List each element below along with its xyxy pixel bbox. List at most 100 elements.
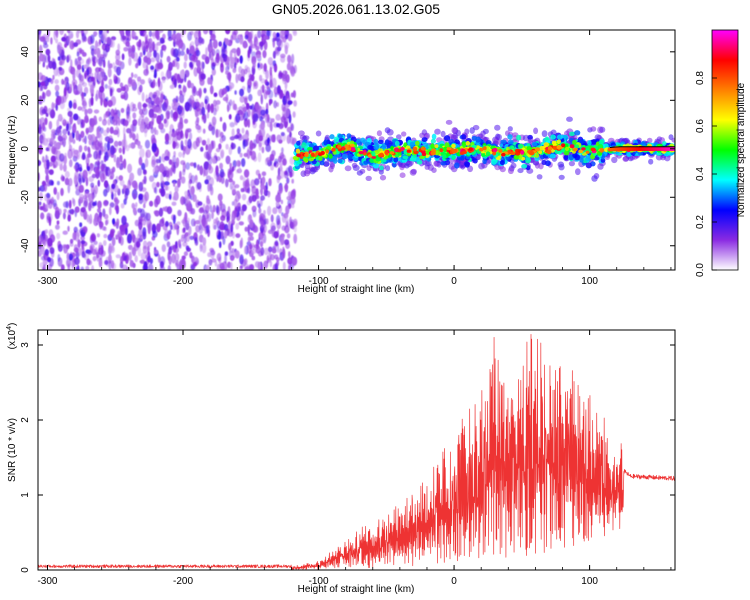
noise-cell: [41, 156, 45, 163]
noise-cell: [190, 185, 195, 195]
signal-cell: [379, 152, 384, 157]
signal-cell: [622, 156, 630, 162]
noise-cell: [253, 107, 257, 115]
signal-cell: [472, 158, 478, 164]
noise-cell: [139, 148, 145, 159]
noise-cell: [273, 162, 277, 167]
noise-cell: [116, 66, 121, 76]
noise-cell: [111, 183, 116, 190]
noise-cell: [255, 54, 262, 59]
signal-cell: [500, 139, 507, 145]
noise-cell: [63, 201, 69, 208]
noise-cell: [183, 73, 187, 83]
signal-cell: [568, 160, 576, 167]
noise-cell: [60, 187, 64, 197]
noise-cell: [243, 152, 249, 158]
noise-cell: [103, 226, 107, 232]
signal-cell: [534, 147, 541, 152]
noise-cell: [138, 39, 142, 48]
noise-cell: [265, 113, 270, 124]
noise-cell: [284, 171, 289, 179]
noise-cell: [202, 224, 206, 231]
noise-cell: [250, 179, 256, 189]
noise-cell: [258, 203, 261, 209]
noise-cell: [202, 128, 206, 134]
noise-cell: [55, 98, 59, 105]
noise-cell: [132, 133, 136, 141]
noise-cell: [149, 79, 154, 88]
noise-cell: [81, 52, 87, 57]
noise-cell: [211, 209, 214, 220]
noise-cell: [260, 78, 266, 84]
noise-cell: [201, 243, 207, 254]
noise-cell: [267, 205, 272, 216]
noise-cell: [165, 221, 169, 227]
signal-cell: [434, 128, 441, 135]
noise-cell: [231, 128, 235, 138]
noise-cell: [182, 85, 187, 93]
noise-cell: [214, 59, 220, 66]
noise-cell: [171, 253, 176, 264]
signal-cell: [337, 144, 342, 149]
noise-cell: [54, 84, 60, 92]
noise-cell: [59, 163, 63, 171]
noise-cell: [89, 213, 93, 225]
noise-cell: [127, 233, 133, 244]
signal-cell: [318, 155, 323, 161]
signal-cell: [585, 162, 592, 169]
noise-cell: [165, 110, 170, 120]
signal-cell: [421, 137, 428, 143]
signal-cell: [520, 150, 525, 155]
noise-cell: [111, 260, 115, 269]
noise-cell: [292, 188, 296, 196]
y-tick-label: 0: [20, 146, 31, 152]
signal-cell: [498, 148, 503, 153]
noise-cell: [61, 36, 67, 42]
noise-cell: [51, 102, 55, 111]
noise-cell: [81, 97, 86, 102]
signal-cell: [328, 153, 333, 159]
noise-cell: [162, 101, 168, 112]
signal-cell: [510, 151, 516, 156]
noise-cell: [269, 79, 273, 88]
signal-cell: [396, 134, 402, 140]
noise-cell: [125, 227, 128, 236]
signal-cell: [499, 166, 506, 173]
noise-cell: [74, 257, 80, 266]
noise-cell: [82, 253, 87, 259]
noise-cell: [136, 140, 141, 147]
noise-cell: [171, 132, 177, 138]
noise-cell: [128, 57, 132, 66]
noise-cell: [110, 145, 115, 156]
noise-cell: [102, 48, 108, 58]
noise-cell: [193, 162, 197, 169]
noise-cell: [232, 67, 237, 73]
noise-cell: [259, 41, 264, 47]
signal-cell: [415, 140, 420, 146]
noise-cell: [54, 79, 59, 85]
noise-cell: [90, 134, 96, 142]
signal-cell: [323, 139, 328, 146]
noise-cell: [174, 260, 180, 266]
noise-cell: [38, 81, 41, 88]
noise-cell: [57, 113, 63, 122]
noise-cell: [239, 175, 244, 181]
noise-cell: [52, 160, 58, 168]
signal-cell: [446, 147, 452, 151]
noise-cell: [55, 90, 60, 98]
noise-cell: [282, 74, 287, 82]
noise-cell: [273, 254, 279, 260]
noise-cell: [99, 85, 105, 93]
signal-cell: [516, 134, 522, 141]
noise-cell: [259, 116, 263, 122]
noise-cell: [90, 34, 95, 44]
noise-cell: [225, 155, 231, 165]
noise-cell: [184, 53, 188, 62]
noise-cell: [105, 96, 109, 102]
noise-cell: [223, 55, 228, 62]
noise-cell: [155, 195, 161, 205]
noise-cell: [205, 264, 211, 270]
noise-cell: [49, 138, 55, 145]
noise-cell: [149, 200, 154, 207]
noise-cell: [212, 157, 216, 164]
